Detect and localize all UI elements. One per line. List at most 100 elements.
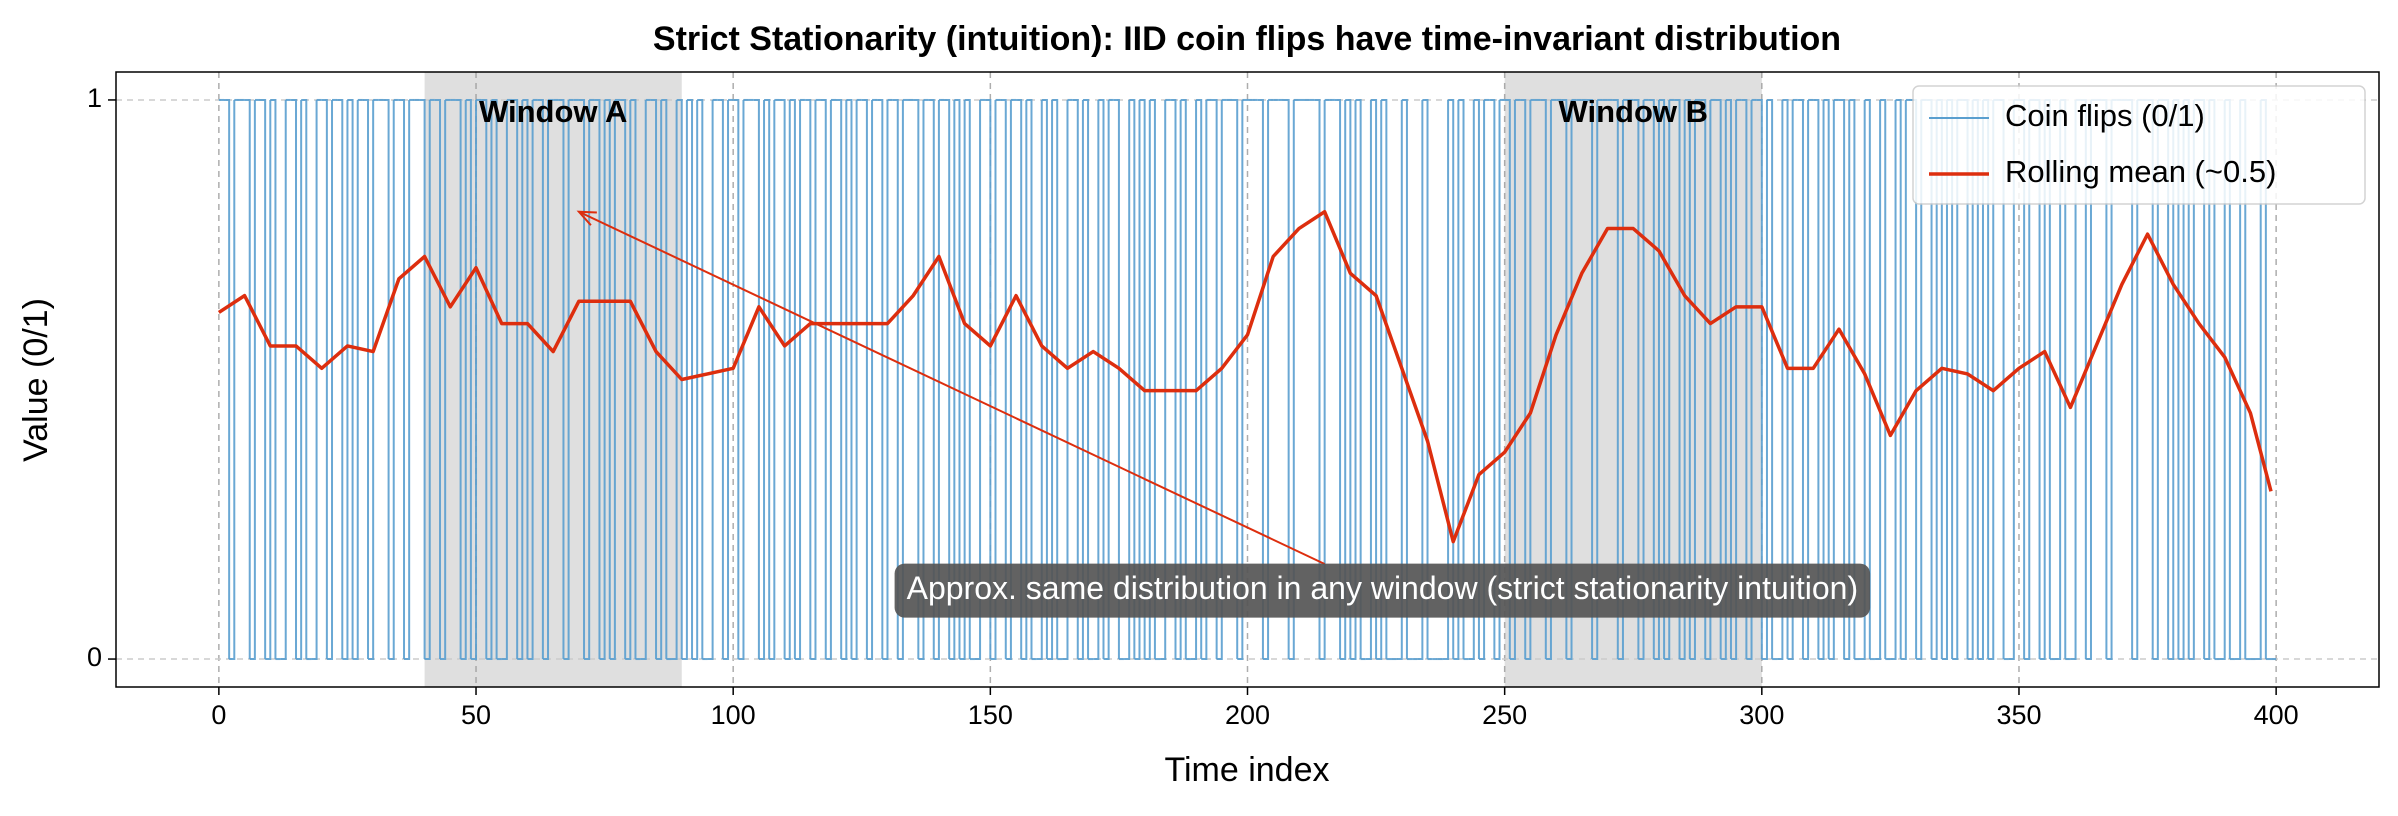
coin-flip <box>1828 99 1835 661</box>
coin-flip <box>779 98 786 660</box>
coin-flip <box>882 99 889 661</box>
coin-flip <box>1283 98 1290 660</box>
coin-flip <box>1345 98 1352 660</box>
coin-flip <box>1468 99 1475 661</box>
coin-flip <box>1967 99 1974 661</box>
coin-flip <box>1334 98 1342 660</box>
rolling-mean-line <box>217 210 2273 544</box>
coin-flip <box>347 98 354 660</box>
coin-flip <box>1705 99 1712 661</box>
coin-flip <box>265 99 272 661</box>
coin-flip <box>1417 99 1424 661</box>
coin-flip <box>1232 98 1239 660</box>
coin-flip <box>404 99 411 661</box>
coin-flip <box>1144 99 1151 661</box>
coin-flip <box>2106 99 2113 661</box>
coin-flip <box>1741 98 1748 660</box>
coin-flip <box>1895 98 1902 660</box>
coin-flip <box>2234 99 2242 661</box>
coin-flip <box>249 99 256 661</box>
coin-flip <box>311 99 318 661</box>
coin-flip <box>1977 99 1984 661</box>
window-label: Window B <box>1558 94 1708 129</box>
coin-flip <box>1612 98 1619 660</box>
coin-flip <box>985 98 992 660</box>
coin-flip <box>301 98 308 660</box>
coin-flip <box>1838 98 1846 660</box>
coin-flip <box>1952 99 1959 661</box>
coin-flip <box>542 99 550 661</box>
coin-flip <box>851 99 858 661</box>
coin-flip-series <box>218 98 2277 661</box>
coin-flip <box>1401 98 1408 660</box>
x-tick-label: 400 <box>2254 700 2299 730</box>
coin-flip <box>753 98 760 660</box>
coin-flip <box>517 99 524 661</box>
coin-flip <box>1134 99 1141 661</box>
coin-flip <box>1658 98 1666 660</box>
coin-flip <box>1478 99 1486 661</box>
coin-flip <box>368 99 375 661</box>
coin-flip <box>1180 98 1187 660</box>
coin-flip <box>1448 98 1455 660</box>
coin-flip <box>1257 98 1264 660</box>
coin-flip <box>1016 98 1023 660</box>
coin-flip <box>1077 99 1084 661</box>
window-shade <box>424 72 682 687</box>
coin-flip <box>296 99 303 661</box>
coin-flip <box>1458 98 1465 660</box>
coin-flip <box>342 99 349 661</box>
plot-frame <box>115 71 2380 688</box>
y-tick-label: 0 <box>87 642 102 672</box>
coin-flip <box>270 98 277 660</box>
coin-flip <box>1062 99 1069 661</box>
coin-flip <box>398 98 406 660</box>
coin-flip <box>954 98 961 660</box>
coin-flip <box>455 98 462 660</box>
coin-flip <box>892 98 899 660</box>
coin-flip <box>1813 98 1820 660</box>
coin-flip <box>1818 99 1825 661</box>
coin-flip <box>1540 98 1547 660</box>
annotation-box <box>894 563 1871 618</box>
coin-flip <box>964 98 971 660</box>
coin-flip <box>758 99 766 661</box>
coin-flip <box>280 99 287 661</box>
coin-flip <box>1376 99 1383 661</box>
coin-flip <box>846 98 853 660</box>
coin-flip <box>1211 98 1218 660</box>
coin-flip <box>1730 99 1738 661</box>
coin-flip <box>1787 99 1794 661</box>
coin-flip <box>1900 99 1907 661</box>
coin-flip <box>1880 98 1887 660</box>
x-tick-label: 100 <box>711 700 756 730</box>
coin-flip <box>959 99 966 661</box>
coin-flip <box>2085 99 2092 661</box>
coin-flip <box>1262 99 1270 661</box>
coin-flip <box>990 99 997 661</box>
coin-flip <box>1381 98 1388 660</box>
coin-flip <box>1175 99 1182 661</box>
coin-flip <box>841 99 848 661</box>
coin-flip <box>1442 99 1450 661</box>
coin-flip <box>229 99 236 661</box>
coin-flip <box>1000 98 1007 660</box>
window-label: Window A <box>479 94 627 129</box>
coin-flip <box>1525 99 1532 661</box>
x-axis-label: Time index <box>1164 751 1329 789</box>
coin-flip <box>584 99 591 661</box>
coin-flip <box>949 99 956 661</box>
coin-flip <box>861 98 868 660</box>
coin-flip <box>2070 99 2077 661</box>
coin-flip <box>481 98 488 660</box>
coin-flip <box>260 98 267 660</box>
coin-flip <box>2219 99 2226 661</box>
coin-flip <box>465 98 472 660</box>
coin-flip <box>933 99 940 661</box>
coin-flip <box>604 98 611 660</box>
coin-flip <box>1874 99 1882 661</box>
coin-flip <box>820 98 827 660</box>
coin-flip <box>1679 99 1686 661</box>
coin-flip <box>522 98 529 660</box>
coin-flip <box>1592 99 1599 661</box>
